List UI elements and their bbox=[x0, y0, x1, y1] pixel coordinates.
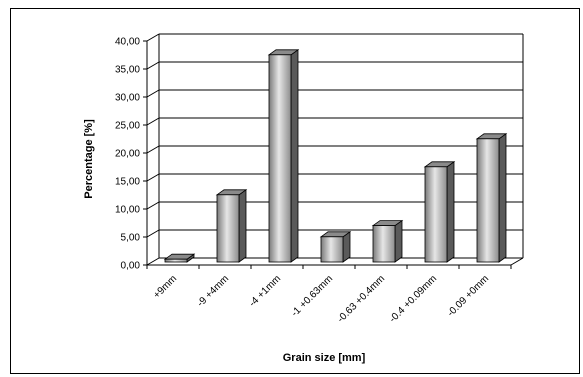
x-axis-title: Grain size [mm] bbox=[283, 352, 366, 364]
y-tick-label: 25,00 bbox=[115, 121, 140, 132]
bar bbox=[215, 189, 248, 263]
bar-side-face bbox=[446, 161, 455, 263]
x-tick-label: -9 +4mm bbox=[195, 273, 231, 309]
bar-front-face bbox=[164, 258, 188, 263]
bar-side-face bbox=[498, 133, 507, 263]
side-wall-gridline bbox=[146, 61, 160, 70]
y-tick-label: 15,00 bbox=[115, 177, 140, 188]
x-tick-label: -4 +1mm bbox=[247, 273, 283, 309]
bar-side-face bbox=[290, 49, 299, 263]
bar-front-face bbox=[372, 225, 396, 263]
bar bbox=[319, 231, 352, 263]
side-wall-gridline bbox=[146, 201, 160, 210]
y-tick-label: 30,00 bbox=[115, 93, 140, 104]
bar bbox=[163, 253, 196, 263]
gridlines bbox=[146, 33, 523, 266]
y-tick-label: 5,00 bbox=[121, 233, 141, 244]
x-tick-label: -1 +0.63mm bbox=[289, 273, 335, 319]
chart-area: 0,00 5,00 10,00 15,00 20,00 25,00 30,00 35,00 40… bbox=[10, 8, 580, 374]
y-tick-label: 35,00 bbox=[115, 65, 140, 76]
x-tick-label: +9mm bbox=[151, 273, 179, 301]
side-wall-gridline bbox=[146, 117, 160, 126]
bar-front-face bbox=[320, 236, 344, 263]
bar-front-face bbox=[268, 54, 292, 263]
bar-side-face bbox=[238, 189, 247, 263]
y-tick-label: 10,00 bbox=[115, 205, 140, 216]
y-axis-title: Percentage [%] bbox=[83, 119, 95, 199]
floor-right-edge bbox=[510, 257, 524, 266]
y-tick-label: 0,00 bbox=[121, 261, 141, 272]
side-wall-gridline bbox=[146, 173, 160, 182]
x-tick-label: -0.63 +0.4mm bbox=[336, 273, 388, 325]
bar bbox=[475, 133, 508, 263]
x-tick-label: -0.09 +0mm bbox=[445, 273, 491, 319]
bar-front-face bbox=[476, 138, 500, 263]
bar-front-face bbox=[424, 166, 448, 263]
axes bbox=[143, 34, 524, 269]
bar-side-face bbox=[394, 219, 403, 263]
bar bbox=[371, 219, 404, 263]
side-wall-gridline bbox=[146, 229, 160, 238]
bar-chart: 0,00 5,00 10,00 15,00 20,00 25,00 30,00 35,00 40… bbox=[83, 33, 524, 364]
x-tick-label: -0.4 +0.09mm bbox=[388, 273, 440, 325]
side-wall-gridline bbox=[146, 33, 160, 42]
bars bbox=[163, 49, 508, 263]
side-wall-gridline bbox=[146, 89, 160, 98]
y-tick-labels: 0,00 5,00 10,00 15,00 20,00 25,00 30,00 35,00 40… bbox=[115, 37, 140, 272]
x-tick-labels: +9mm -9 +4mm -4 +1mm -1 +0.63mm -0.63 +0.4mm… bbox=[151, 273, 491, 325]
bar-front-face bbox=[216, 194, 240, 263]
y-tick-label: 40,00 bbox=[115, 37, 140, 48]
bar bbox=[423, 161, 456, 263]
y-tick-label: 20,00 bbox=[115, 149, 140, 160]
side-wall-gridline bbox=[146, 145, 160, 154]
side-wall-gridline bbox=[146, 257, 160, 266]
bar bbox=[267, 49, 300, 263]
